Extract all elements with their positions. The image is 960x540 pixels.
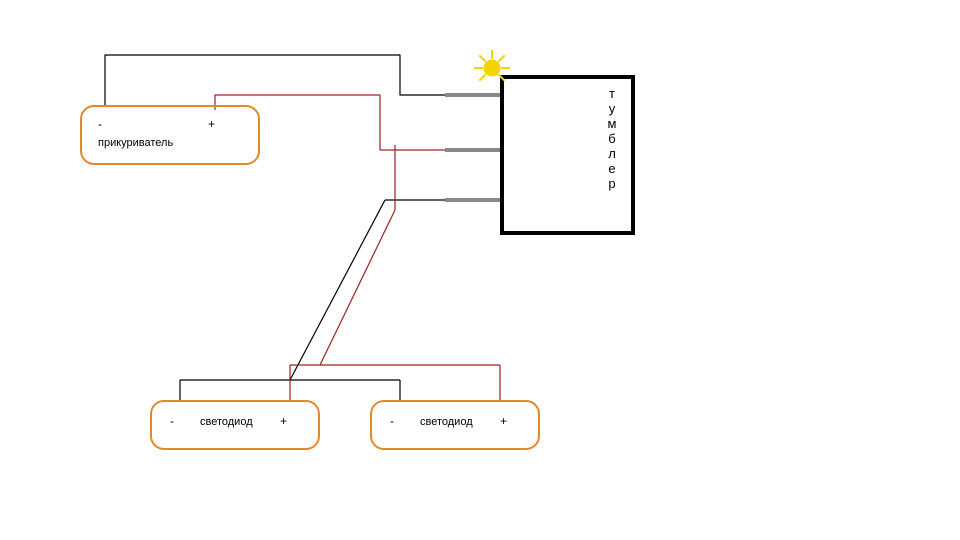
led2-plus-terminal: +	[500, 414, 507, 428]
led1-label: светодиод	[200, 416, 253, 428]
led2-minus-terminal: -	[390, 414, 394, 428]
tumbler-pin-3	[445, 198, 500, 202]
led1-minus-terminal: -	[170, 414, 174, 428]
led2-label: светодиод	[420, 416, 473, 428]
lighter-minus-terminal: -	[98, 117, 102, 131]
tumbler-pin-2	[445, 148, 500, 152]
diagram-canvas: - + прикуриватель - + светодиод - + свет…	[0, 0, 960, 540]
indicator-bulb-icon	[472, 48, 512, 88]
tumbler-pin-1	[445, 93, 500, 97]
tumbler-label: тумблер	[605, 87, 619, 223]
led1-plus-terminal: +	[280, 414, 287, 428]
lighter-plus-terminal: +	[208, 117, 215, 131]
cigarette-lighter-box	[80, 105, 260, 165]
lighter-label: прикуриватель	[98, 137, 173, 149]
